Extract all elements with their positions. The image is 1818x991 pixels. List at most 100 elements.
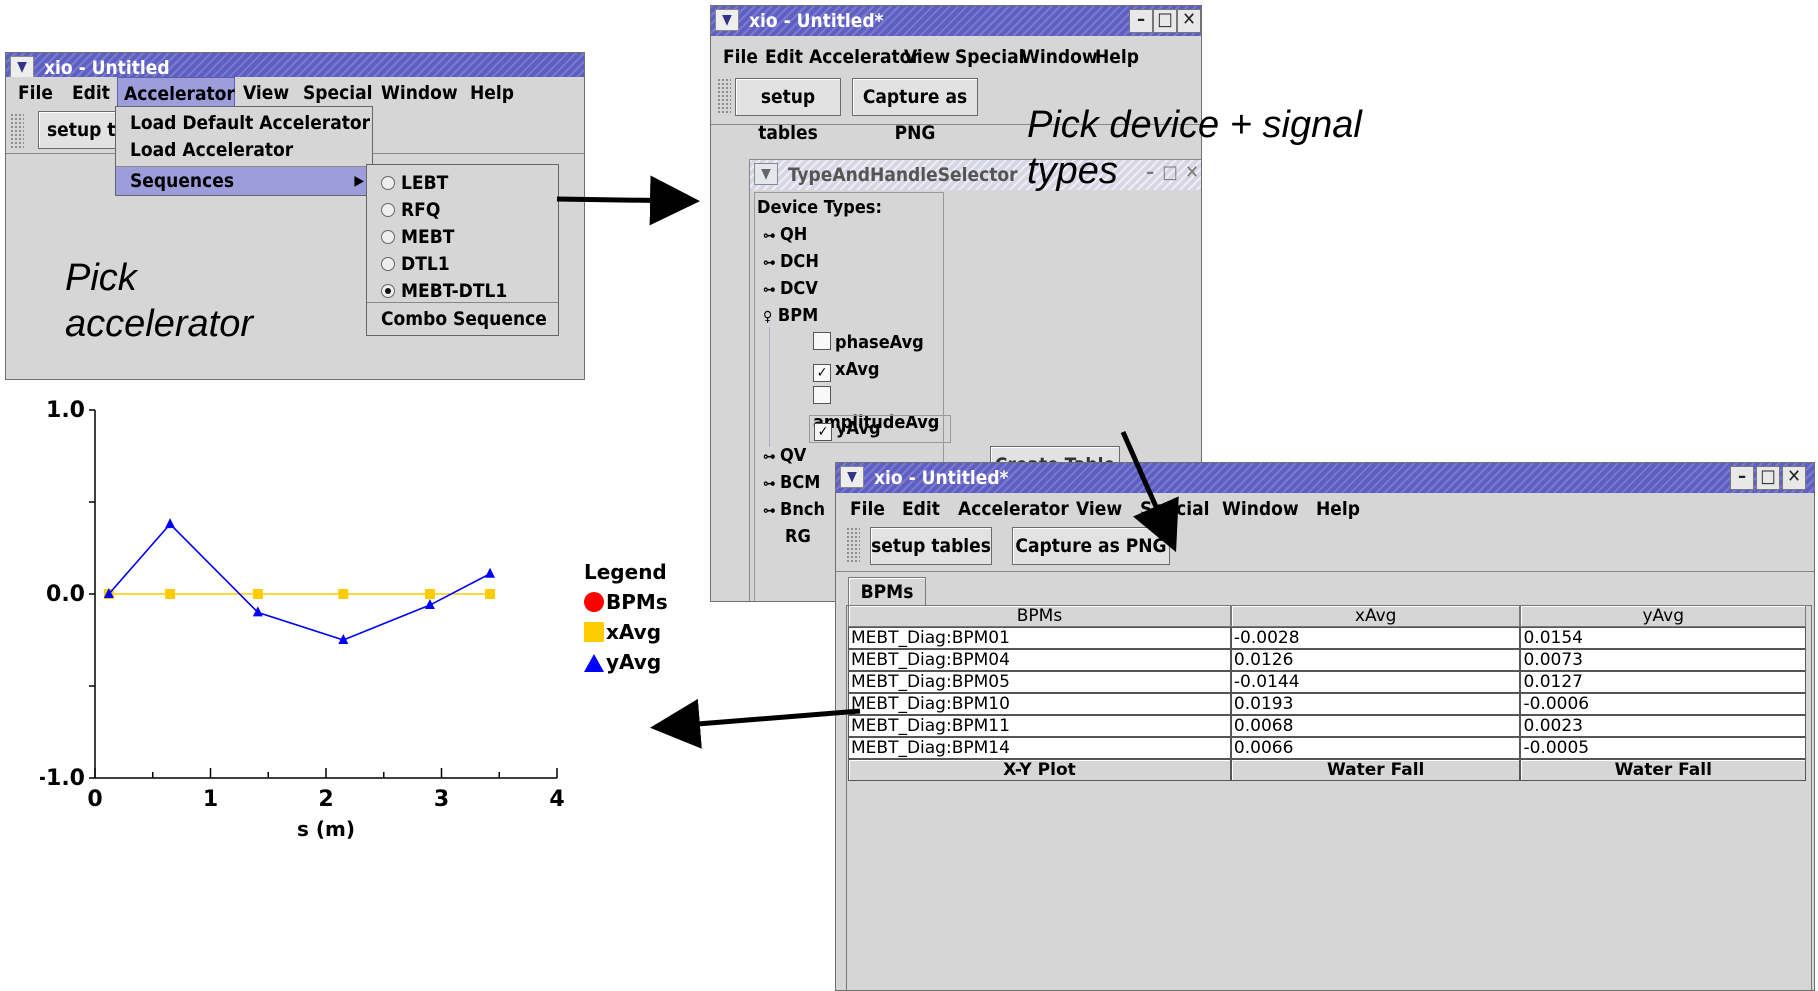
- radio-unselected-icon[interactable]: [381, 257, 395, 271]
- inner-menu-chevron-icon[interactable]: ▼: [754, 163, 778, 185]
- menu-item-sequence[interactable]: LEBT: [367, 169, 558, 197]
- table-cell[interactable]: MEBT_Diag:BPM01: [848, 627, 1231, 649]
- tree-node[interactable]: ⊶ Bnch: [763, 497, 825, 523]
- table-cell[interactable]: 0.0154: [1520, 627, 1806, 649]
- tree-node[interactable]: ⊶ QV: [763, 443, 806, 469]
- menu-item-sequence[interactable]: RFQ: [367, 196, 558, 224]
- table-cell[interactable]: -0.0005: [1520, 737, 1806, 759]
- menu-file[interactable]: File: [18, 82, 53, 104]
- toolbar-grip[interactable]: [717, 78, 731, 114]
- radio-selected-icon[interactable]: [381, 284, 395, 298]
- table-cell[interactable]: 0.0127: [1520, 671, 1806, 693]
- tree-node[interactable]: ⊶ DCV: [763, 276, 818, 302]
- tree-node[interactable]: RG: [785, 524, 811, 550]
- menu-accelerator[interactable]: Accelerator: [958, 498, 1069, 520]
- column-header-xavg[interactable]: xAvg: [1230, 605, 1521, 627]
- signal-node[interactable]: ✓ yAvg: [809, 415, 951, 443]
- minimize-icon[interactable]: –: [1129, 9, 1153, 33]
- table-cell[interactable]: 0.0126: [1230, 649, 1521, 671]
- menu-item-load-default-accelerator[interactable]: Load Default Accelerator: [130, 112, 371, 134]
- toolbar-grip[interactable]: [846, 527, 860, 563]
- signal-node[interactable]: phaseAvg: [813, 330, 924, 356]
- capture-png-button[interactable]: Capture as PNG: [1012, 527, 1170, 565]
- menu-help[interactable]: Help: [470, 82, 514, 104]
- menu-view[interactable]: View: [243, 82, 290, 104]
- table-row[interactable]: MEBT_Diag:BPM14 0.0066 -0.0005: [848, 737, 1806, 759]
- setup-tables-button[interactable]: setup tables: [870, 527, 992, 565]
- table-row[interactable]: MEBT_Diag:BPM10 0.0193 -0.0006: [848, 693, 1806, 715]
- signal-node[interactable]: amplitudeAvg: [813, 384, 943, 433]
- maximize-icon[interactable]: □: [1153, 9, 1177, 33]
- table-cell[interactable]: MEBT_Diag:BPM14: [848, 737, 1231, 759]
- table-row[interactable]: MEBT_Diag:BPM04 0.0126 0.0073: [848, 649, 1806, 671]
- tree-node[interactable]: ⊶ QH: [763, 222, 807, 248]
- table-cell[interactable]: 0.0023: [1520, 715, 1806, 737]
- table-row[interactable]: MEBT_Diag:BPM01 -0.0028 0.0154: [848, 627, 1806, 649]
- table-row[interactable]: MEBT_Diag:BPM05 -0.0144 0.0127: [848, 671, 1806, 693]
- menu-item-combo-sequence[interactable]: Combo Sequence: [381, 308, 547, 330]
- menu-item-sequence[interactable]: MEBT-DTL1: [367, 277, 558, 305]
- column-header-yavg[interactable]: yAvg: [1520, 605, 1806, 627]
- collapsed-node-icon[interactable]: ⊶: [763, 255, 780, 271]
- menu-help[interactable]: Help: [1095, 46, 1139, 68]
- table-cell[interactable]: MEBT_Diag:BPM04: [848, 649, 1231, 671]
- menu-special[interactable]: Special: [303, 82, 373, 104]
- menu-special[interactable]: Special: [1140, 498, 1210, 520]
- close-icon[interactable]: ✕: [1177, 9, 1201, 33]
- inner-close-icon[interactable]: ✕: [1185, 162, 1199, 183]
- checkbox-checked-icon[interactable]: ✓: [814, 423, 832, 441]
- menu-window[interactable]: Window: [381, 82, 458, 104]
- menu-item-sequence[interactable]: DTL1: [367, 250, 558, 278]
- table-row[interactable]: MEBT_Diag:BPM11 0.0068 0.0023: [848, 715, 1806, 737]
- title-bar[interactable]: ▼ xio - Untitled* – □ ✕: [711, 6, 1201, 36]
- checkbox-unchecked-icon[interactable]: [813, 332, 831, 350]
- table-cell[interactable]: 0.0068: [1230, 715, 1521, 737]
- radio-unselected-icon[interactable]: [381, 203, 395, 217]
- collapsed-node-icon[interactable]: ⊶: [763, 503, 780, 519]
- collapsed-node-icon[interactable]: ⊶: [763, 228, 780, 244]
- radio-unselected-icon[interactable]: [381, 176, 395, 190]
- table-cell[interactable]: MEBT_Diag:BPM10: [848, 693, 1231, 715]
- menu-edit[interactable]: Edit: [72, 82, 110, 104]
- capture-png-button[interactable]: Capture as PNG: [852, 78, 978, 144]
- table-cell[interactable]: MEBT_Diag:BPM11: [848, 715, 1231, 737]
- menu-accelerator[interactable]: Accelerator: [117, 77, 235, 111]
- setup-tables-button[interactable]: setup tables: [735, 78, 841, 144]
- waterfall-x-button[interactable]: Water Fall: [1230, 759, 1521, 781]
- inner-minimize-icon[interactable]: –: [1145, 162, 1155, 183]
- waterfall-y-button[interactable]: Water Fall: [1520, 759, 1806, 781]
- column-header-bpms[interactable]: BPMs: [848, 605, 1231, 627]
- menu-view[interactable]: View: [1076, 498, 1123, 520]
- close-icon[interactable]: ✕: [1782, 466, 1806, 490]
- maximize-icon[interactable]: □: [1756, 466, 1780, 490]
- collapsed-node-icon[interactable]: ⊶: [763, 282, 780, 298]
- menu-file[interactable]: File: [850, 498, 885, 520]
- radio-unselected-icon[interactable]: [381, 230, 395, 244]
- menu-file[interactable]: File: [723, 46, 758, 68]
- checkbox-checked-icon[interactable]: ✓: [813, 364, 831, 382]
- inner-title-bar[interactable]: ▼ TypeAndHandleSelector – □ ✕: [750, 160, 1201, 190]
- menu-help[interactable]: Help: [1316, 498, 1360, 520]
- table-cell[interactable]: 0.0066: [1230, 737, 1521, 759]
- menu-window[interactable]: Window: [1222, 498, 1299, 520]
- menu-special[interactable]: Special: [955, 46, 1025, 68]
- menu-edit[interactable]: Edit: [902, 498, 940, 520]
- xy-plot-button[interactable]: X-Y Plot: [848, 759, 1231, 781]
- tab-bpms[interactable]: BPMs: [848, 577, 926, 606]
- table-cell[interactable]: 0.0073: [1520, 649, 1806, 671]
- table-cell[interactable]: MEBT_Diag:BPM05: [848, 671, 1231, 693]
- menu-item-sequence[interactable]: MEBT: [367, 223, 558, 251]
- menu-item-load-accelerator[interactable]: Load Accelerator: [130, 139, 294, 161]
- tree-node-bpm[interactable]: ♀ BPM: [763, 303, 818, 329]
- tree-node[interactable]: ⊶ DCH: [763, 249, 819, 275]
- collapsed-node-icon[interactable]: ⊶: [763, 449, 780, 465]
- menu-edit[interactable]: Edit: [765, 46, 803, 68]
- checkbox-unchecked-icon[interactable]: [813, 386, 831, 404]
- setup-tables-button[interactable]: setup ta: [38, 111, 128, 149]
- signal-node[interactable]: ✓ xAvg: [813, 357, 879, 383]
- tree-node[interactable]: ⊶ BCM: [763, 470, 820, 496]
- table-cell[interactable]: -0.0006: [1520, 693, 1806, 715]
- collapsed-node-icon[interactable]: ⊶: [763, 476, 780, 492]
- toolbar-grip[interactable]: [10, 113, 24, 149]
- minimize-icon[interactable]: –: [1730, 466, 1754, 490]
